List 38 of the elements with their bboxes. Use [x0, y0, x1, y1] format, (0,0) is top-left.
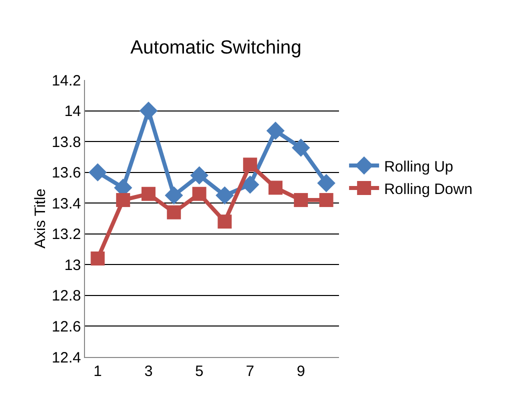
point: [166, 205, 181, 220]
point: [218, 214, 232, 229]
y-tick-label: 12.4: [52, 349, 81, 366]
point: [317, 174, 336, 192]
x-tick-label: 7: [246, 363, 254, 380]
point: [241, 176, 260, 194]
point: [243, 158, 258, 172]
y-tick-label: 13.4: [52, 195, 81, 212]
point: [266, 122, 285, 140]
y-tick-label: 13: [64, 256, 81, 274]
point: [90, 252, 105, 266]
point: [139, 102, 158, 120]
point: [319, 193, 334, 208]
point: [268, 180, 282, 195]
y-tick-label: 13.2: [52, 226, 81, 244]
point: [142, 186, 156, 201]
y-tick-label: 14: [64, 103, 81, 120]
y-axis-title: Axis Title: [32, 188, 49, 249]
point: [190, 166, 208, 185]
x-tick-label: 3: [144, 363, 153, 380]
x-tick-label: 1: [94, 363, 102, 380]
point: [88, 163, 107, 182]
chart-title: Automatic Switching: [130, 38, 302, 58]
point: [294, 193, 308, 208]
point: [292, 138, 310, 157]
legend-label: Rolling Down: [384, 180, 472, 198]
y-tick-label: 13.6: [52, 164, 81, 182]
point: [216, 186, 234, 205]
x-tick-label: 5: [195, 363, 204, 380]
y-tick-label: 12.6: [52, 318, 81, 336]
y-tick-label: 12.8: [52, 288, 81, 305]
y-tick-label: 13.8: [52, 134, 81, 151]
y-tick-label: 14.2: [52, 72, 81, 90]
point: [116, 193, 130, 208]
x-tick-label: 9: [296, 363, 306, 380]
point: [164, 186, 183, 205]
point: [192, 186, 206, 201]
legend-label: Rolling Up: [384, 158, 454, 176]
